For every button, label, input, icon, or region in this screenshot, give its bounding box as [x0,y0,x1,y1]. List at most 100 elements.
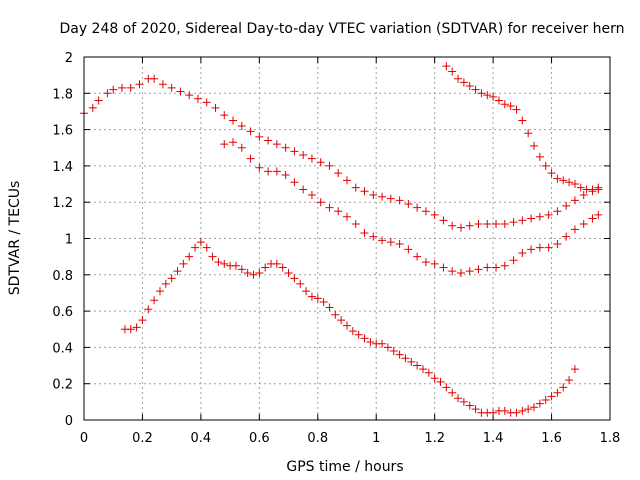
data-point [509,256,518,265]
data-point [448,221,457,230]
data-point [512,408,521,417]
y-tick-label: 0.8 [52,269,73,284]
data-point [307,190,316,199]
data-point [299,185,308,194]
data-point [214,258,223,267]
data-point [474,219,483,228]
data-point [489,408,498,417]
data-point [185,252,194,261]
x-tick-label: 1.2 [424,431,445,446]
data-point [494,96,503,105]
data-point [456,223,465,232]
data-point [456,268,465,277]
data-point [158,80,167,89]
data-point [155,287,164,296]
data-point [343,212,351,221]
y-tick-label: 1 [65,233,73,248]
data-point [588,214,597,223]
data-point [579,190,588,199]
data-point [465,401,474,410]
y-tick-label: 0 [65,414,73,429]
data-point [360,187,369,196]
data-point [202,98,211,107]
data-point [530,403,539,412]
data-point [439,263,448,272]
data-point [465,267,474,276]
data-point [471,405,480,414]
data-point [211,103,220,112]
data-point [88,103,97,112]
data-point [389,347,398,356]
chart-title: Day 248 of 2020, Sidereal Day-to-day VTE… [59,21,624,37]
data-point [518,216,527,225]
data-point [535,399,544,408]
data-point [144,305,153,314]
x-tick-label: 0.2 [132,431,153,446]
data-point [386,238,395,247]
y-tick-label: 1.8 [52,87,73,102]
data-point [220,259,229,268]
data-point [272,259,281,268]
data-point [334,207,343,216]
data-point [354,330,363,339]
data-point [150,296,159,305]
data-point [483,219,492,228]
data-point [103,89,112,98]
data-point [360,229,369,238]
data-point [570,365,579,374]
data-point [559,176,568,185]
data-point [126,83,135,92]
data-point [237,121,246,130]
data-point [313,294,322,303]
data-point [343,176,351,185]
data-point [193,94,202,103]
data-point [442,62,451,71]
data-point [176,87,185,96]
data-point [167,83,176,92]
data-point [220,140,229,149]
data-point [395,239,404,248]
series-arc-4 [442,62,603,194]
data-point [509,218,518,227]
data-point [570,225,579,234]
data-point [527,214,536,223]
data-point [307,154,316,163]
data-point [343,321,351,330]
data-point [196,238,205,247]
data-point [465,221,474,230]
data-point [395,350,404,359]
data-point [334,169,343,178]
data-points [80,62,603,417]
series-arc-2 [220,138,603,277]
data-point [135,80,144,89]
data-point [316,198,325,207]
data-point [512,105,521,114]
x-tick-label: 1.4 [483,431,504,446]
data-point [439,216,448,225]
data-point [173,267,182,276]
data-point [325,303,334,312]
series-arc-3 [120,238,579,417]
data-point [535,243,544,252]
data-point [524,129,533,138]
data-point [553,207,562,216]
plot-frame [83,56,611,421]
data-point [261,263,270,272]
data-point [430,374,439,383]
data-point [281,143,290,152]
data-point [331,310,340,319]
data-point [272,167,281,176]
data-point [459,78,468,87]
data-point [500,406,509,415]
data-point [541,396,550,405]
data-point [576,183,585,192]
data-point [562,232,571,241]
y-tick-label: 2 [65,51,73,66]
data-point [562,201,571,210]
data-point [299,151,308,160]
data-point [237,265,246,274]
x-tick-label: 1.6 [541,431,562,446]
data-point [413,252,422,261]
data-point [185,91,194,100]
data-point [492,219,501,228]
